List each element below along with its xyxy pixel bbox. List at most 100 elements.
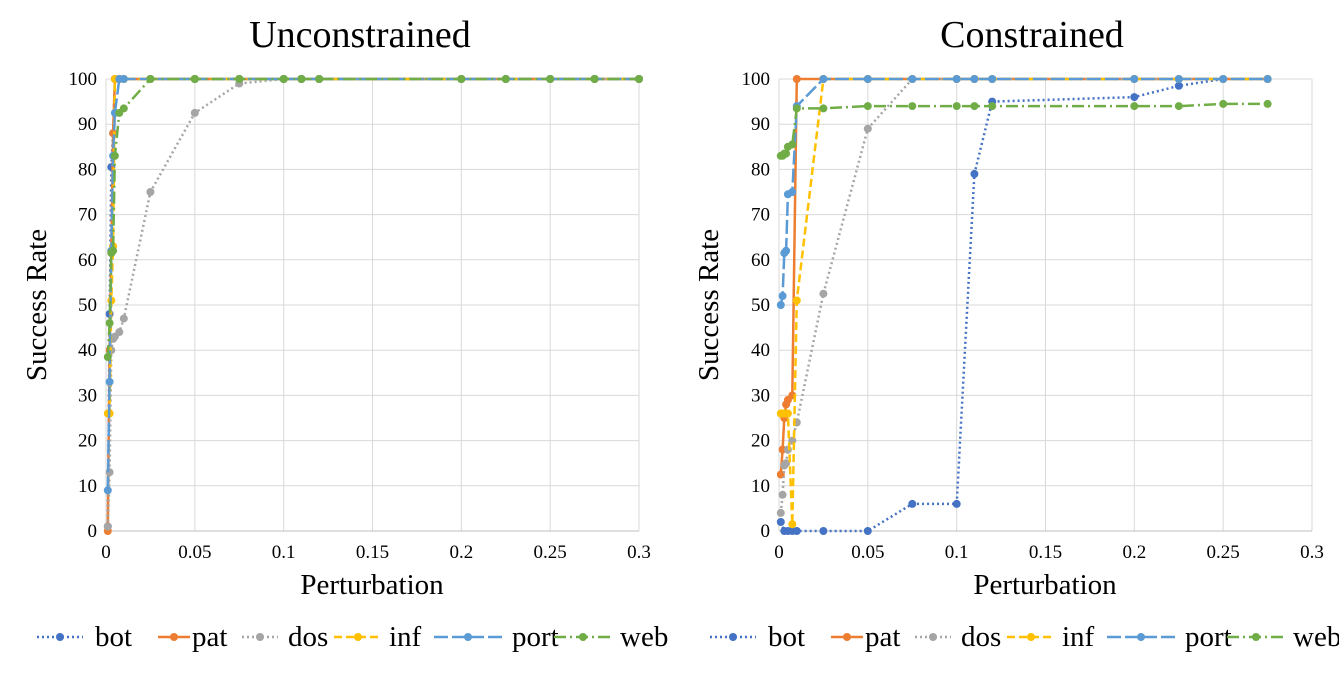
data-point-bot (776, 518, 785, 526)
y-tick-label: 90 (78, 114, 97, 135)
data-point-inf (783, 409, 792, 418)
legend-item-port: port (1107, 621, 1232, 653)
y-tick-label: 10 (751, 476, 770, 497)
data-point-web (297, 75, 306, 83)
series-web (103, 75, 643, 361)
legend-marker-port (1137, 633, 1145, 641)
gridlines (105, 78, 640, 532)
legend-label-inf: inf (1062, 621, 1095, 653)
data-point-bot (952, 499, 961, 508)
data-point-port (1174, 75, 1183, 83)
series-line-port (106, 77, 639, 491)
data-point-port (819, 75, 828, 83)
data-point-dos (115, 328, 124, 337)
data-point-web (457, 75, 466, 83)
data-point-web (635, 75, 643, 83)
legend-item-dos: dos (242, 621, 328, 653)
legend-marker-port (464, 633, 472, 641)
legend-marker-pat (170, 633, 178, 641)
legend-label-web: web (620, 621, 668, 653)
data-point-inf (788, 520, 797, 529)
data-point-web (119, 104, 128, 113)
data-point-port (782, 246, 791, 255)
y-tick-label: 80 (78, 159, 97, 180)
y-tick-label: 0 (88, 521, 98, 542)
series-pat (776, 75, 1272, 479)
data-point-web (279, 75, 288, 83)
legend-item-web: web (1227, 621, 1339, 653)
data-point-web (863, 102, 872, 111)
data-point-bot (792, 527, 801, 535)
legend-label-bot: bot (95, 621, 132, 653)
legend-item-pat: pat (158, 621, 227, 653)
legend-marker-web (579, 633, 587, 641)
data-point-web (782, 149, 791, 158)
y-tick-label: 90 (751, 114, 770, 135)
data-point-bot (908, 499, 917, 508)
data-point-port (1263, 75, 1272, 83)
data-point-port (119, 75, 128, 83)
series-line-web (780, 102, 1268, 158)
legend-item-port: port (434, 621, 559, 653)
x-tick-label: 0.3 (1300, 542, 1324, 563)
gridlines (778, 78, 1313, 532)
y-tick-label: 50 (78, 295, 97, 316)
legend-label-web: web (1293, 621, 1339, 653)
chart-title: Unconstrained (249, 14, 471, 56)
legend-item-inf: inf (1007, 621, 1095, 653)
data-point-port (105, 377, 114, 386)
x-axis-label: Perturbation (300, 569, 444, 601)
series-line-dos (106, 77, 639, 527)
legend-marker-pat (843, 633, 851, 641)
data-point-dos (103, 522, 112, 531)
legend-item-inf: inf (334, 621, 422, 653)
y-tick-label: 40 (78, 340, 97, 361)
legend-label-pat: pat (192, 621, 227, 653)
legend-label-port: port (512, 621, 559, 653)
series-web (776, 99, 1272, 160)
chart-panel-unconstrained: 0 10 20 30 40 50 60 70 80 90 100 0 0.05 0.1 0.15 0.2 0.2… (21, 14, 668, 653)
series-inf (103, 75, 643, 418)
data-point-bot (970, 169, 979, 178)
x-tick-label: 0.25 (1207, 542, 1240, 563)
legend-item-web: web (554, 621, 668, 653)
data-point-web (788, 140, 797, 149)
y-axis-label: Success Rate (21, 229, 53, 381)
y-tick-label: 10 (78, 476, 97, 497)
data-point-web (110, 151, 119, 160)
legend-label-pat: pat (865, 621, 900, 653)
y-tick-label: 20 (751, 431, 770, 452)
data-point-pat (792, 75, 801, 83)
legend-marker-inf (354, 633, 362, 641)
data-point-web (546, 75, 555, 83)
y-tick-label: 20 (78, 431, 97, 452)
legend-marker-bot (729, 633, 737, 641)
data-point-web (988, 102, 997, 111)
chart-title: Constrained (940, 14, 1124, 56)
data-point-web (908, 102, 917, 111)
data-point-bot (1130, 93, 1139, 102)
data-point-port (988, 75, 997, 83)
data-point-port (1219, 75, 1228, 83)
data-point-dos (105, 468, 114, 477)
x-tick-label: 0 (774, 542, 784, 563)
legend-label-dos: dos (961, 621, 1001, 653)
data-point-dos (863, 124, 872, 133)
data-point-web (315, 75, 324, 83)
y-tick-label: 0 (761, 521, 771, 542)
series-line-web (106, 77, 639, 358)
data-point-port (908, 75, 917, 83)
data-point-port (776, 301, 785, 309)
x-tick-label: 0.15 (356, 542, 389, 563)
x-tick-label: 0.15 (1029, 542, 1062, 563)
data-point-port (863, 75, 872, 83)
y-tick-label: 40 (751, 340, 770, 361)
data-point-bot (1174, 81, 1183, 90)
data-point-dos (819, 289, 828, 298)
legend-item-bot: bot (37, 621, 132, 653)
legend-label-inf: inf (389, 621, 422, 653)
y-tick-label: 60 (78, 250, 97, 271)
data-point-port (1130, 75, 1139, 83)
data-point-port (778, 292, 787, 300)
x-tick-label: 0.2 (1122, 542, 1146, 563)
